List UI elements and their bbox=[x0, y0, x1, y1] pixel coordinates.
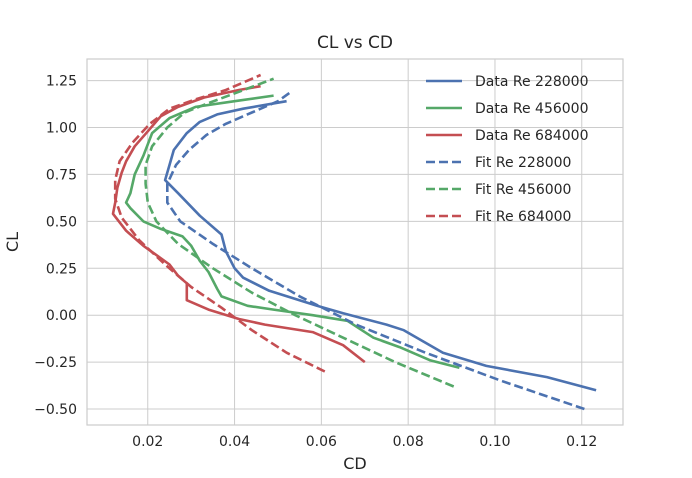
legend-label: Fit Re 684000 bbox=[475, 209, 571, 225]
x-tick-label: 0.04 bbox=[219, 434, 250, 450]
legend: Data Re 228000 Data Re 456000 Data Re 6840… bbox=[426, 74, 588, 225]
y-axis-label: CL bbox=[3, 232, 22, 252]
x-tick-label: 0.12 bbox=[566, 434, 597, 450]
x-tick-label: 0.02 bbox=[132, 434, 163, 450]
x-tick-label: 0.06 bbox=[306, 434, 337, 450]
series-line-5 bbox=[144, 77, 455, 388]
y-axis: −0.50 −0.25 0.00 0.25 0.50 0.75 1.00 1.25 bbox=[34, 74, 77, 418]
legend-label: Data Re 684000 bbox=[475, 128, 588, 144]
legend-label: Data Re 456000 bbox=[475, 101, 588, 117]
legend-label: Data Re 228000 bbox=[475, 74, 588, 90]
chart-title: CL vs CD bbox=[317, 33, 393, 53]
y-tick-label: 1.25 bbox=[46, 74, 77, 90]
y-tick-label: 0.50 bbox=[46, 214, 77, 230]
y-tick-label: 0.25 bbox=[46, 261, 77, 277]
x-tick-label: 0.08 bbox=[393, 434, 424, 450]
series-line-6 bbox=[113, 73, 326, 373]
y-tick-label: 0.00 bbox=[46, 308, 77, 324]
y-tick-label: 1.00 bbox=[46, 121, 77, 137]
y-tick-label: −0.50 bbox=[34, 402, 77, 418]
y-tick-label: 0.75 bbox=[46, 167, 77, 183]
legend-label: Fit Re 228000 bbox=[475, 155, 571, 171]
series-line-4 bbox=[166, 90, 585, 411]
x-axis: 0.02 0.04 0.06 0.08 0.10 0.12 bbox=[132, 434, 597, 450]
series-layer bbox=[111, 73, 597, 411]
x-tick-label: 0.10 bbox=[479, 434, 510, 450]
series-line-2 bbox=[124, 94, 460, 370]
legend-label: Fit Re 456000 bbox=[475, 182, 571, 198]
y-tick-label: −0.25 bbox=[34, 355, 77, 371]
x-axis-label: CD bbox=[343, 454, 367, 473]
